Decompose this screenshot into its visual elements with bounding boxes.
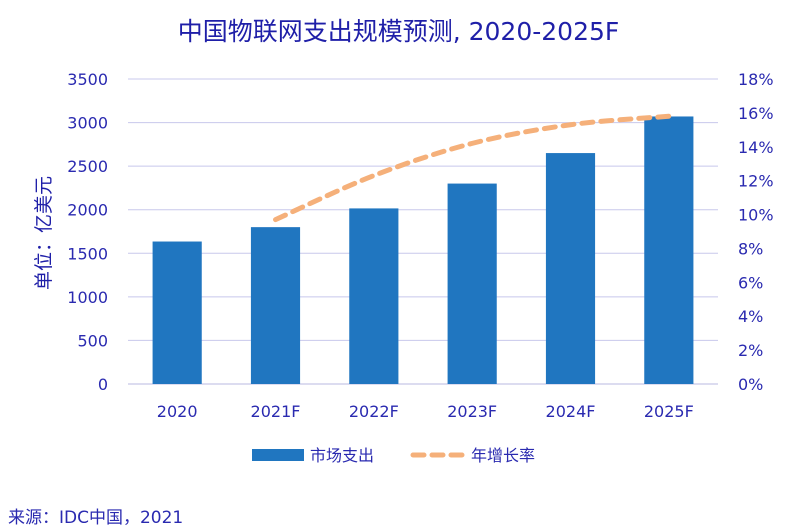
gridlines: [128, 78, 718, 385]
x-tick-label: 2024F: [546, 402, 596, 421]
legend-bar-label: 市场支出: [310, 446, 374, 465]
legend: 市场支出 年增长率: [252, 446, 535, 465]
y-tick-label: 3500: [67, 70, 108, 89]
chart-title: 中国物联网支出规模预测, 2020-2025F: [177, 17, 620, 46]
y-tick-label: 0: [98, 375, 108, 394]
x-tick-label: 2025F: [644, 402, 694, 421]
y2-tick-label: 2%: [738, 341, 763, 360]
growth-line-series: [273, 113, 672, 223]
y2-tick-label: 0%: [738, 375, 763, 394]
y2-tick-label: 8%: [738, 239, 763, 258]
bar: [447, 183, 497, 384]
bar: [349, 208, 399, 384]
y2-tick-label: 4%: [738, 307, 763, 326]
legend-line-label: 年增长率: [471, 446, 535, 465]
y-tick-label: 2000: [67, 201, 108, 220]
y2-tick-label: 6%: [738, 273, 763, 292]
x-tick-label: 2020: [157, 402, 198, 421]
x-tick-label: 2021F: [251, 402, 301, 421]
left-axis-ticks: 0 500 1000 1500 2000 2500 3000 3500: [67, 70, 108, 394]
source-note: 来源：IDC中国，2021: [8, 508, 184, 528]
y-tick-label: 1000: [67, 288, 108, 307]
y2-tick-label: 16%: [738, 104, 774, 123]
x-tick-label: 2023F: [447, 402, 497, 421]
y2-tick-label: 12%: [738, 172, 774, 191]
x-axis-ticks: 2020 2021F 2022F 2023F 2024F 2025F: [157, 402, 694, 421]
y-axis-label: 单位：亿美元: [33, 176, 55, 290]
y2-tick-label: 18%: [738, 70, 774, 89]
bar: [545, 153, 596, 384]
y-tick-label: 500: [77, 331, 108, 350]
bar: [250, 227, 301, 384]
x-tick-label: 2022F: [349, 402, 399, 421]
bar-series: [152, 116, 694, 384]
bar: [644, 116, 694, 384]
bar: [152, 241, 202, 384]
y-tick-label: 3000: [67, 114, 108, 133]
legend-bar-swatch: [252, 449, 304, 461]
y2-tick-label: 10%: [738, 206, 774, 225]
right-axis-ticks: 0% 2% 4% 6% 8% 10% 12% 14% 16% 18%: [738, 70, 774, 394]
growth-line: [273, 113, 672, 223]
y-tick-label: 1500: [67, 244, 108, 263]
y2-tick-label: 14%: [738, 138, 774, 157]
y-tick-label: 2500: [67, 157, 108, 176]
